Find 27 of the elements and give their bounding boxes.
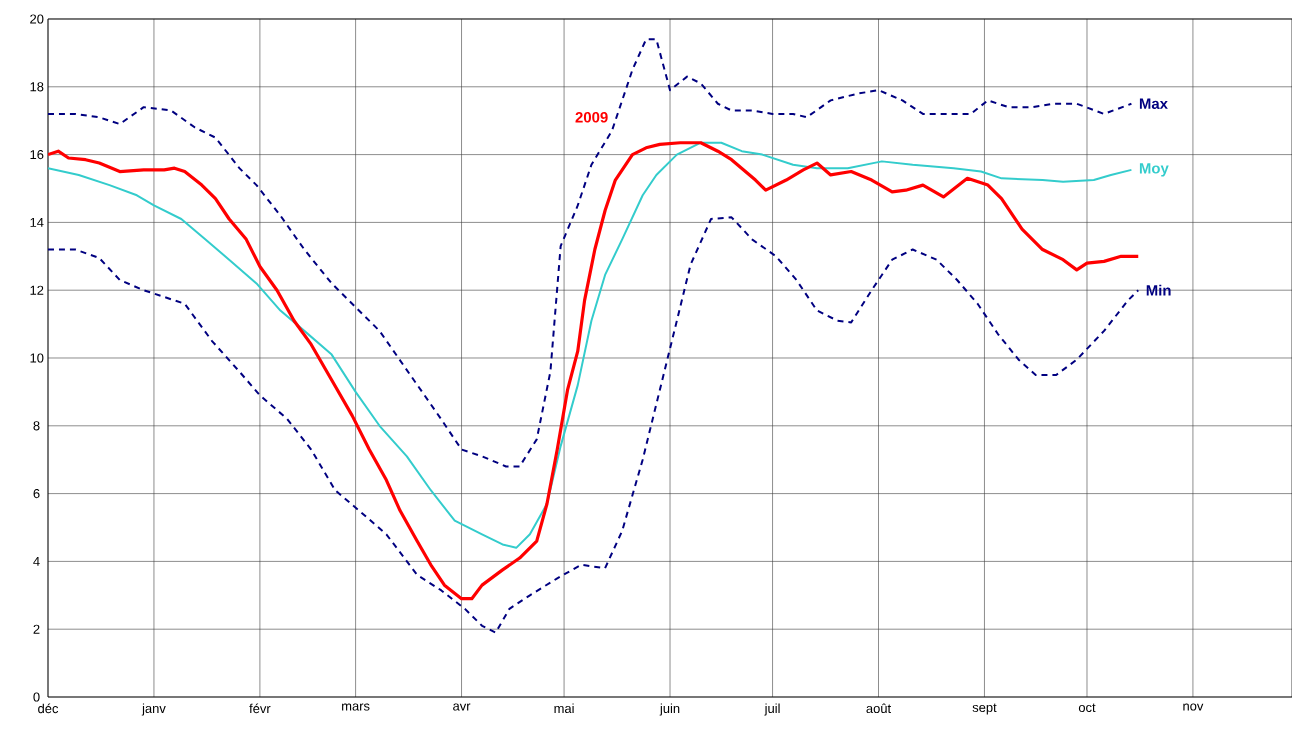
y-tick-label: 12 <box>30 285 44 295</box>
x-tick-label: juin <box>659 703 680 716</box>
series-label: Moy <box>1139 163 1169 177</box>
x-tick-label: août <box>866 703 891 714</box>
x-tick-label: mai <box>554 703 574 714</box>
y-tick-label: 0 <box>33 692 40 702</box>
x-tick-label: janv <box>141 703 166 716</box>
y-tick-label: 20 <box>30 14 44 24</box>
text: 2009 <box>575 112 608 123</box>
x-tick-label: févr <box>249 703 271 714</box>
x-tick-label: nov <box>1183 703 1204 711</box>
x-tick-label: déc <box>38 703 59 714</box>
series-label: Max <box>1139 98 1168 109</box>
y-tick-label: 2 <box>33 624 40 634</box>
x-tick-label: avr <box>453 703 471 711</box>
y-tick-label: 10 <box>30 353 44 363</box>
series-label: Min <box>1146 284 1171 296</box>
y-tick-label: 16 <box>30 150 44 160</box>
x-tick-label: mars <box>342 703 370 711</box>
y-tick-label: 14 <box>30 217 44 227</box>
x-tick-label: oct <box>1078 703 1096 713</box>
y-tick-label: 6 <box>33 489 40 499</box>
y-tick-label: 4 <box>33 556 40 566</box>
x-tick-label: juil <box>764 703 780 716</box>
y-tick-label: 8 <box>33 421 40 431</box>
y-tick-label: 18 <box>30 82 44 92</box>
x-tick-label: sept <box>972 703 997 715</box>
